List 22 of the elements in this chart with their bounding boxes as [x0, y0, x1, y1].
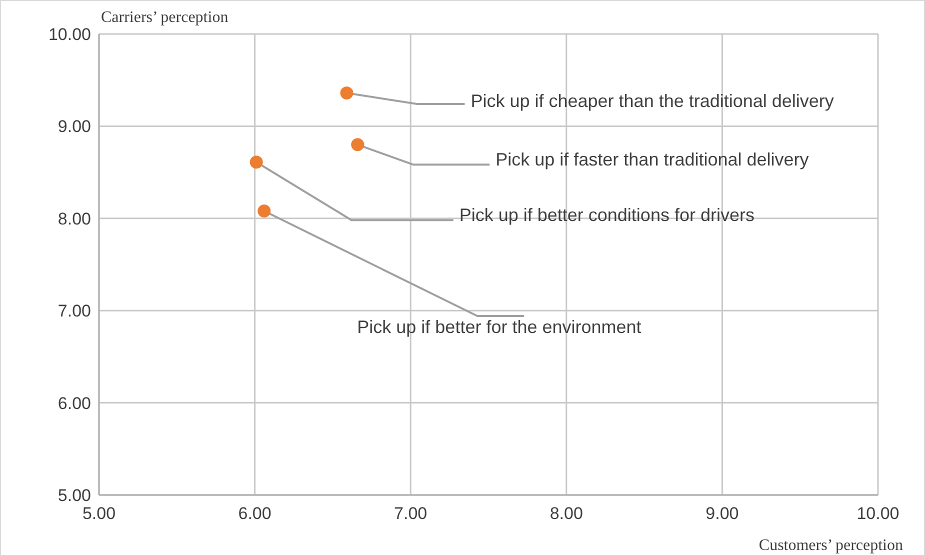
- annotation: Pick up if better for the environment: [357, 317, 642, 338]
- x-tick-label: 9.00: [706, 504, 739, 523]
- x-tick-label: 6.00: [238, 504, 272, 523]
- x-tick-label: 5.00: [82, 504, 116, 523]
- point: [351, 138, 364, 152]
- y-tick-label: 6.00: [58, 394, 91, 413]
- annotation: Pick up if better conditions for drivers: [459, 205, 754, 226]
- y-tick-label: 9.00: [58, 117, 91, 136]
- point: [250, 156, 263, 169]
- x-axis-title: Customers’ perception: [758, 537, 903, 554]
- point: [340, 86, 354, 100]
- annotation: Pick up if cheaper than the traditional delivery: [470, 91, 834, 112]
- y-tick-label: 8.00: [58, 209, 91, 228]
- x-tick-label: 8.00: [550, 504, 583, 523]
- y-tick-label: 7.00: [58, 302, 91, 321]
- y-axis-title: Carriers’ perception: [101, 9, 228, 26]
- point: [258, 204, 271, 218]
- y-tick-label: 10.00: [48, 25, 91, 44]
- x-tick-label: 7.00: [394, 504, 428, 523]
- x-tick-label: 10.00: [856, 504, 900, 523]
- annotation: Pick up if faster than traditional delivery: [496, 150, 809, 170]
- y-tick-label: 5.00: [58, 486, 91, 505]
